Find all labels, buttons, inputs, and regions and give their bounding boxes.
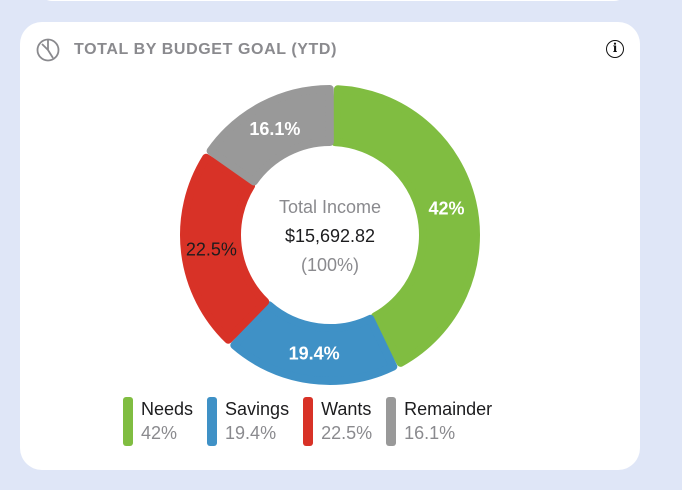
legend-item-wants[interactable]: Wants 22.5% (303, 397, 372, 446)
center-percent: (100%) (301, 255, 359, 275)
segment-remainder[interactable] (206, 85, 334, 186)
legend-value: 16.1% (404, 423, 456, 443)
legend-name: Remainder (404, 399, 493, 419)
segment-label-remainder: 16.1% (249, 119, 300, 139)
legend-item-remainder[interactable]: Remainder 16.1% (386, 397, 492, 446)
segment-label-savings: 19.4% (289, 343, 340, 363)
donut-chart: 42% 19.4% 22.5% 16.1% Total Income $15,692.… (180, 85, 480, 385)
legend-item-savings[interactable]: Savings 19.4% (207, 397, 289, 446)
segment-wants[interactable] (180, 153, 270, 344)
legend-item-needs[interactable]: Needs 42% (123, 397, 193, 446)
legend-name: Savings (225, 399, 290, 419)
previous-card (38, 0, 628, 1)
segment-label-wants: 22.5% (186, 239, 237, 259)
legend-swatch (386, 397, 397, 446)
legend: Needs 42% Savings 19.4% Wants 22.5% Remaind… (123, 397, 492, 446)
card-header: TOTAL BY BUDGET GOAL (YTD) (36, 38, 337, 62)
segment-savings[interactable] (230, 301, 398, 385)
center-amount: $15,692.82 (285, 226, 375, 246)
budget-goal-card: TOTAL BY BUDGET GOAL (YTD) i 42% 19.4% 22.… (20, 22, 640, 470)
legend-swatch (207, 397, 218, 446)
pie-chart-icon (36, 38, 60, 62)
legend-swatch (303, 397, 314, 446)
legend-value: 19.4% (225, 423, 277, 443)
card-title: TOTAL BY BUDGET GOAL (YTD) (74, 41, 338, 58)
legend-name: Wants (321, 399, 372, 419)
segment-needs[interactable] (331, 85, 480, 367)
legend-value: 22.5% (321, 423, 373, 443)
segment-label-needs: 42% (428, 198, 464, 218)
legend-value: 42% (141, 423, 178, 443)
center-label: Total Income (279, 197, 381, 217)
info-icon[interactable]: i (606, 40, 624, 58)
legend-name: Needs (141, 399, 194, 419)
legend-swatch (123, 397, 133, 446)
